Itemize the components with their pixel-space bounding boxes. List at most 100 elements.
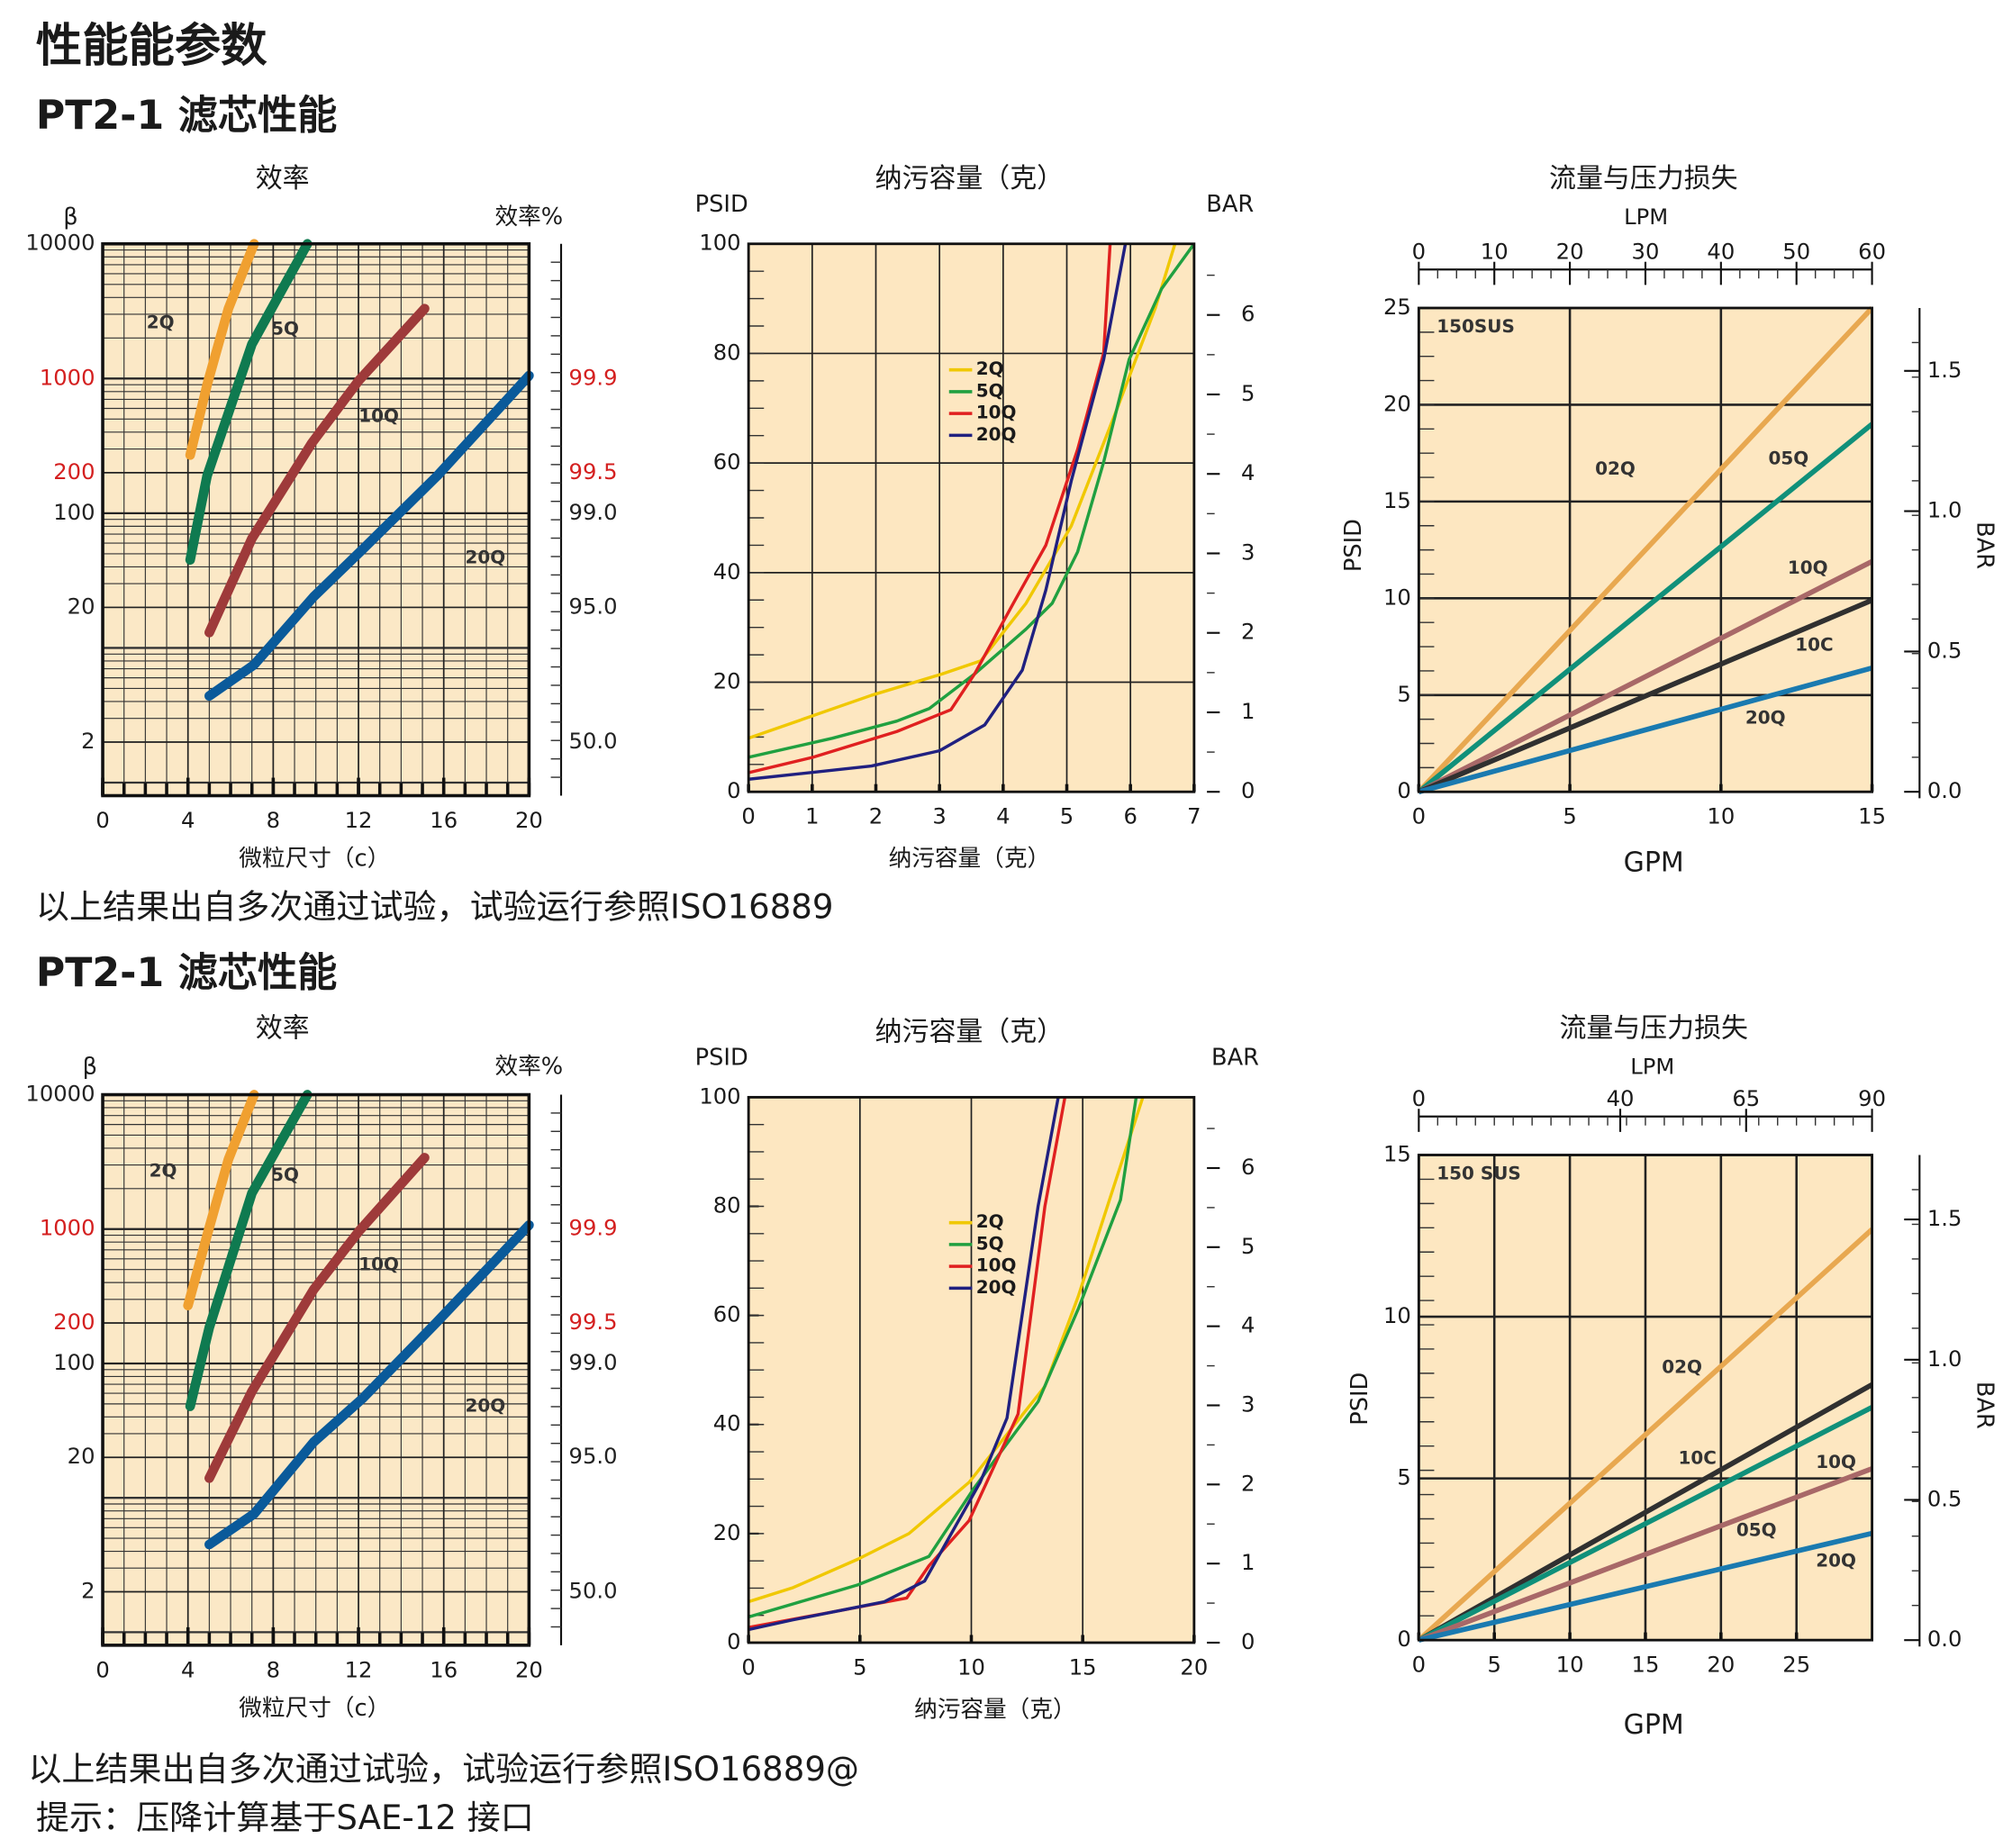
y-tick-label: 20 bbox=[713, 1520, 741, 1545]
y-tick-label: 20 bbox=[713, 669, 741, 694]
series-line bbox=[1418, 1530, 1872, 1643]
y-tick-label: 20 bbox=[1383, 391, 1411, 416]
x2-tick-label: 30 bbox=[1632, 240, 1660, 265]
y-tick-label: 15 bbox=[1383, 1142, 1411, 1167]
y2-axis-label: BAR bbox=[1211, 1045, 1259, 1072]
series-line bbox=[204, 303, 430, 638]
y2-tick-label: 2 bbox=[1241, 620, 1255, 645]
series-line bbox=[185, 239, 259, 460]
y-tick-label: 5 bbox=[1397, 1465, 1410, 1490]
y-tick-label: 15 bbox=[1383, 488, 1411, 513]
plot-frame bbox=[1417, 1154, 1874, 1642]
y2-tick-label: 4 bbox=[1241, 1313, 1255, 1338]
y-tick-label: 40 bbox=[713, 559, 741, 584]
y-tick-label: 5 bbox=[1397, 682, 1410, 707]
series-line bbox=[204, 1153, 430, 1483]
legend-label: 2Q bbox=[976, 358, 1004, 379]
y-tick-label: 80 bbox=[713, 340, 741, 365]
x2-axis-label: LPM bbox=[1630, 1055, 1674, 1080]
y-tick-label: 1000 bbox=[40, 365, 95, 390]
series-line bbox=[748, 243, 1128, 781]
chart: 效率 0 4 8 12 16 20 2 20 100 200 1000 10000 50.0 95.0 99.… bbox=[25, 163, 617, 873]
y-tick-label: 0 bbox=[1397, 778, 1410, 803]
plot-frame bbox=[101, 1092, 531, 1647]
series-label: 5Q bbox=[271, 318, 299, 340]
y2-tick-label: 99.5 bbox=[569, 459, 618, 485]
x-tick-label: 4 bbox=[181, 1657, 195, 1682]
x-tick-label: 10 bbox=[1556, 1653, 1584, 1678]
series-line bbox=[1418, 1381, 1872, 1643]
series-label: 10C bbox=[1795, 633, 1833, 655]
y-tick-label: 80 bbox=[713, 1193, 741, 1218]
series-label: 05Q bbox=[1736, 1519, 1777, 1541]
series-label: 10Q bbox=[1788, 557, 1828, 578]
chart-title: 效率 bbox=[256, 1012, 310, 1044]
y-tick-label: 10 bbox=[1383, 1303, 1411, 1328]
y2-tick-label: 3 bbox=[1241, 539, 1255, 565]
x-tick-label: 5 bbox=[1487, 1653, 1500, 1678]
series-line bbox=[1418, 665, 1872, 794]
y-axis-label: β bbox=[63, 204, 77, 231]
x-tick-label: 0 bbox=[1412, 804, 1426, 829]
annotation: 150 SUS bbox=[1437, 1162, 1520, 1183]
x-tick-label: 0 bbox=[95, 1657, 109, 1682]
y-axis-label: PSID bbox=[695, 1045, 748, 1072]
legend-label: 10Q bbox=[976, 1255, 1017, 1276]
x-tick-label: 15 bbox=[1858, 804, 1886, 829]
y2-tick-label: 0 bbox=[1241, 778, 1255, 803]
x-axis-label: 纳污容量（克） bbox=[889, 846, 1051, 873]
series-label: 05Q bbox=[1769, 448, 1809, 469]
series-line bbox=[1418, 597, 1872, 794]
series-line bbox=[748, 1096, 1145, 1604]
series-label: 20Q bbox=[466, 1394, 506, 1416]
chart-title: 纳污容量（克） bbox=[875, 1017, 1065, 1048]
y-tick-label: 0 bbox=[727, 778, 740, 803]
y-tick-label: 100 bbox=[53, 1350, 95, 1375]
x2-tick-label: 40 bbox=[1607, 1086, 1635, 1111]
series-line bbox=[1418, 421, 1872, 794]
x-tick-label: 25 bbox=[1782, 1653, 1810, 1678]
series-label: 02Q bbox=[1662, 1356, 1702, 1378]
plot-background bbox=[748, 243, 1194, 793]
series-line bbox=[185, 1090, 313, 1411]
series-line bbox=[1418, 558, 1872, 794]
series-line bbox=[748, 1097, 1060, 1632]
legend-label: 10Q bbox=[976, 402, 1017, 423]
plot-frame bbox=[1417, 306, 1874, 793]
y-tick-label: 100 bbox=[699, 1083, 740, 1109]
y-axis-label: PSID bbox=[1346, 1372, 1373, 1426]
y-tick-label: 100 bbox=[699, 231, 740, 256]
x-tick-label: 4 bbox=[181, 808, 195, 833]
y-tick-label: 1000 bbox=[40, 1216, 95, 1241]
chart: 效率 0 4 8 12 16 20 2 20 100 200 1000 10000 50.0 95.0 99.… bbox=[25, 1012, 617, 1722]
x2-tick-label: 10 bbox=[1481, 240, 1509, 265]
x-tick-label: 15 bbox=[1069, 1655, 1097, 1680]
y2-tick-label: 0.0 bbox=[1927, 778, 1962, 803]
y2-tick-label: 6 bbox=[1241, 302, 1255, 327]
series-label: 10Q bbox=[358, 1254, 399, 1275]
x-tick-label: 0 bbox=[1412, 1653, 1426, 1678]
series-label: 10Q bbox=[358, 405, 399, 427]
x2-axis-label: LPM bbox=[1624, 204, 1668, 230]
legend-label: 2Q bbox=[976, 1210, 1004, 1232]
series-label: 2Q bbox=[150, 1160, 177, 1182]
y-axis-label: PSID bbox=[1340, 519, 1367, 572]
series-line bbox=[204, 370, 534, 702]
x-tick-label: 20 bbox=[515, 808, 543, 833]
y-tick-label: 10000 bbox=[25, 231, 95, 256]
y-tick-label: 200 bbox=[53, 459, 95, 485]
x-axis-label: 微粒尺寸（c） bbox=[239, 1695, 390, 1722]
y-tick-label: 10 bbox=[1383, 584, 1411, 610]
series-label: 20Q bbox=[1745, 707, 1786, 729]
x-tick-label: 0 bbox=[741, 804, 755, 829]
x-tick-label: 20 bbox=[1180, 1655, 1208, 1680]
chart-title: 纳污容量（克） bbox=[875, 163, 1065, 195]
x-tick-label: 2 bbox=[869, 804, 883, 829]
x-tick-label: 8 bbox=[267, 1657, 280, 1682]
y-tick-label: 2 bbox=[81, 1578, 95, 1603]
x-axis-label: 微粒尺寸（c） bbox=[239, 846, 390, 873]
y-tick-label: 20 bbox=[68, 1444, 95, 1469]
series-line bbox=[748, 243, 1177, 740]
y2-tick-label: 95.0 bbox=[569, 593, 618, 619]
chart-title: 流量与压力损失 bbox=[1549, 163, 1738, 195]
